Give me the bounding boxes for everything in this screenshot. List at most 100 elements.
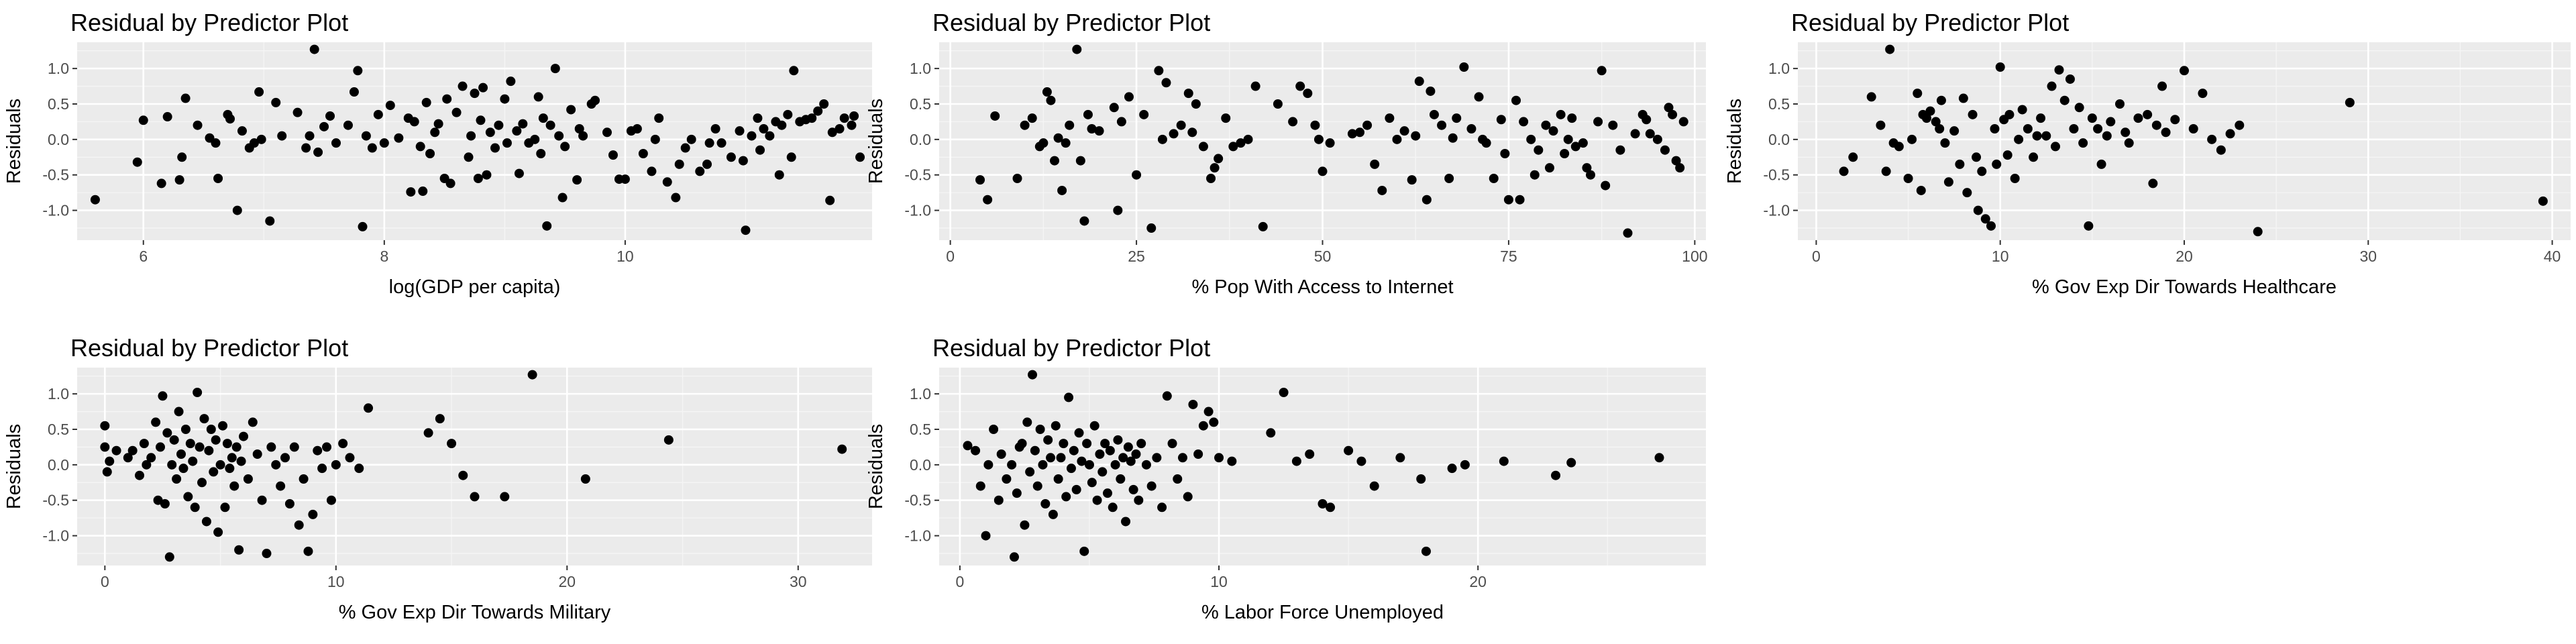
- data-point: [180, 424, 191, 434]
- y-tick-label: 1.0: [910, 60, 931, 77]
- data-point: [500, 492, 510, 502]
- y-tick-label: 0.0: [910, 131, 931, 148]
- data-point: [225, 464, 235, 474]
- data-point: [1100, 439, 1110, 449]
- data-point: [2087, 113, 2097, 123]
- data-point: [975, 175, 985, 185]
- data-point: [197, 478, 207, 488]
- data-point: [1489, 174, 1499, 184]
- data-point: [632, 123, 642, 133]
- data-point: [1344, 445, 1354, 455]
- data-point: [1126, 456, 1136, 466]
- data-point: [1243, 134, 1253, 144]
- data-point: [1529, 170, 1540, 180]
- data-point: [1025, 467, 1035, 477]
- data-point: [1671, 156, 1681, 166]
- data-point: [1585, 170, 1595, 180]
- data-point: [1541, 120, 1551, 130]
- data-point: [1411, 131, 1421, 141]
- data-point: [1053, 474, 1063, 484]
- data-point: [1481, 138, 1491, 148]
- data-point: [1990, 123, 2000, 133]
- data-point: [2157, 81, 2167, 91]
- data-point: [1615, 145, 1625, 155]
- data-point: [2004, 109, 2015, 119]
- data-point: [289, 442, 299, 452]
- x-axis-label: % Gov Exp Dir Towards Healthcare: [2032, 276, 2337, 298]
- data-point: [1074, 428, 1084, 438]
- data-point: [164, 552, 174, 562]
- data-point: [1250, 81, 1260, 91]
- data-point: [135, 470, 145, 480]
- data-point: [225, 114, 235, 124]
- data-point: [458, 81, 468, 91]
- data-point: [299, 474, 309, 484]
- data-point: [1203, 407, 1214, 417]
- y-tick-label: -1.0: [42, 527, 69, 545]
- x-tick-label: 20: [558, 573, 576, 590]
- data-point: [2345, 97, 2355, 107]
- data-point: [1459, 62, 1469, 72]
- data-point: [2041, 131, 2051, 141]
- data-point: [1977, 166, 1987, 176]
- y-axis-label: Residuals: [3, 99, 25, 184]
- data-point: [1395, 453, 1405, 463]
- y-tick-label: 0.5: [48, 421, 69, 438]
- data-point: [354, 464, 364, 474]
- data-point: [2188, 123, 2198, 133]
- data-point: [542, 221, 552, 231]
- data-point: [1645, 129, 1655, 139]
- data-point: [1452, 113, 1462, 123]
- x-tick-label: 40: [2544, 248, 2561, 265]
- data-point: [1448, 133, 1458, 143]
- data-point: [590, 95, 600, 105]
- data-point: [162, 112, 172, 122]
- data-point: [1161, 78, 1171, 88]
- data-point: [759, 123, 769, 133]
- data-point: [1227, 456, 1237, 466]
- data-point: [1325, 138, 1335, 148]
- data-point: [1515, 195, 1525, 205]
- data-point: [1936, 95, 1946, 105]
- data-point: [1273, 99, 1283, 109]
- data-point: [671, 193, 681, 203]
- data-point: [518, 119, 528, 129]
- data-point: [1061, 138, 1071, 148]
- data-point: [1916, 185, 1926, 195]
- data-point: [1922, 113, 1931, 123]
- data-point: [2096, 159, 2106, 169]
- data-point: [1949, 126, 1960, 136]
- data-point: [151, 417, 161, 427]
- x-tick-label: 0: [946, 248, 955, 265]
- data-point: [280, 453, 290, 463]
- data-point: [237, 126, 247, 136]
- data-point: [1116, 117, 1126, 127]
- data-point: [1318, 499, 1328, 509]
- data-point: [545, 120, 555, 130]
- data-point: [303, 546, 313, 556]
- x-tick-label: 0: [955, 573, 964, 590]
- data-point: [262, 549, 272, 559]
- data-point: [1421, 195, 1432, 205]
- data-point: [1303, 89, 1313, 99]
- data-point: [435, 414, 445, 424]
- data-point: [1084, 460, 1094, 470]
- data-point: [819, 99, 829, 109]
- data-point: [1075, 156, 1085, 166]
- data-point: [1414, 76, 1424, 87]
- y-tick-label: 1.0: [48, 60, 69, 77]
- data-point: [470, 89, 480, 99]
- data-point: [213, 174, 223, 184]
- y-tick-label: 1.0: [1768, 60, 1790, 77]
- data-point: [476, 115, 486, 125]
- chart-panel-5: 0 10 20 -1.0 -0.5 0.0 0.5 1.0 Residual by Predic…: [865, 334, 1706, 623]
- data-point: [1266, 428, 1276, 438]
- data-point: [1426, 86, 1436, 96]
- data-point: [180, 93, 191, 103]
- data-point: [418, 186, 428, 197]
- data-point: [183, 492, 193, 502]
- data-point: [695, 166, 705, 176]
- data-point: [142, 460, 152, 470]
- y-axis-label: Residuals: [865, 424, 887, 509]
- data-point: [345, 453, 355, 463]
